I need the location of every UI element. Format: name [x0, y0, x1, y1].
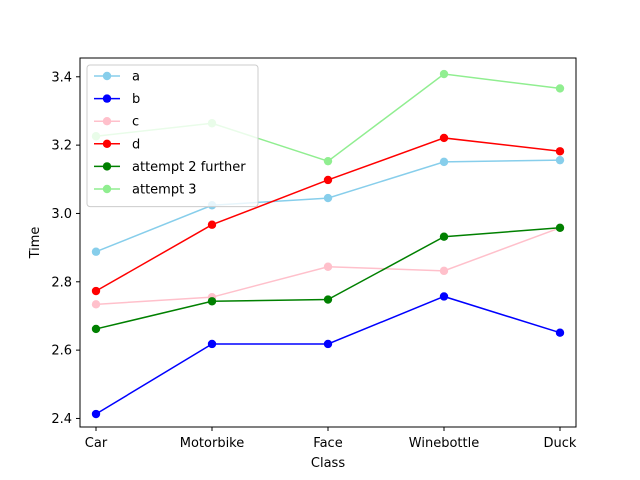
x-tick-label: Car	[85, 436, 108, 451]
legend-entry: attempt 2 further	[94, 160, 246, 175]
x-axis-title: Class	[311, 456, 345, 471]
data-point	[439, 292, 449, 301]
y-tick-label: 3.0	[51, 207, 72, 222]
legend-box	[86, 64, 259, 208]
y-tick-label: 2.4	[51, 412, 72, 427]
legend-label: attempt 3	[132, 183, 197, 198]
series-2	[91, 292, 565, 419]
legend-marker	[102, 162, 112, 171]
y-axis: 2.4 2.6 2.8 3.0 3.2 3.4	[51, 70, 80, 427]
legend-entry: attempt 3	[94, 183, 197, 198]
x-tick-label: Duck	[544, 436, 577, 451]
x-tick-label: Face	[313, 436, 342, 451]
data-point	[323, 193, 333, 203]
data-point	[555, 223, 565, 233]
data-point	[91, 286, 101, 296]
data-point	[91, 324, 101, 334]
legend-label: a	[132, 70, 140, 85]
legend-marker	[102, 71, 112, 81]
y-tick-label: 2.6	[51, 344, 72, 359]
data-point	[323, 262, 333, 271]
legend-label: c	[132, 115, 139, 130]
x-tick-label: Motorbike	[180, 436, 245, 451]
legend-label: attempt 2 further	[132, 160, 246, 175]
plot-area	[91, 69, 565, 419]
legend-marker	[102, 184, 112, 194]
legend-marker	[102, 94, 112, 103]
data-point	[555, 155, 565, 165]
data-point	[323, 156, 333, 166]
series-5	[91, 223, 565, 334]
data-point	[91, 409, 101, 419]
y-axis-title: Time	[28, 227, 43, 260]
data-point	[555, 328, 565, 337]
data-point	[439, 157, 449, 167]
legend-marker	[102, 139, 112, 148]
data-point	[439, 232, 449, 241]
x-tick-label: Winebottle	[409, 436, 479, 451]
data-point	[207, 297, 217, 306]
data-point	[207, 339, 217, 349]
legend-entry: d	[94, 137, 140, 152]
data-point	[323, 339, 333, 349]
y-tick-label: 2.8	[51, 275, 72, 290]
data-point	[323, 295, 333, 304]
x-axis: Car Motorbike Face Winebottle Duck	[85, 427, 577, 451]
legend-marker	[102, 117, 112, 126]
data-point	[439, 133, 449, 143]
data-point	[91, 300, 101, 309]
y-tick-label: 3.4	[51, 70, 72, 85]
data-point	[555, 84, 565, 93]
data-point	[91, 247, 101, 256]
legend-entry: a	[94, 70, 140, 85]
series-4	[91, 133, 565, 296]
legend-entry: b	[94, 92, 140, 107]
legend-label: b	[132, 92, 140, 107]
legend-label: d	[132, 137, 140, 152]
data-point	[439, 266, 449, 276]
data-point	[439, 69, 449, 79]
series-1	[91, 155, 565, 256]
data-point	[555, 147, 565, 156]
y-tick-label: 3.2	[51, 139, 72, 154]
data-point	[323, 175, 333, 185]
legend-entry: c	[94, 115, 139, 130]
data-point	[207, 220, 217, 229]
